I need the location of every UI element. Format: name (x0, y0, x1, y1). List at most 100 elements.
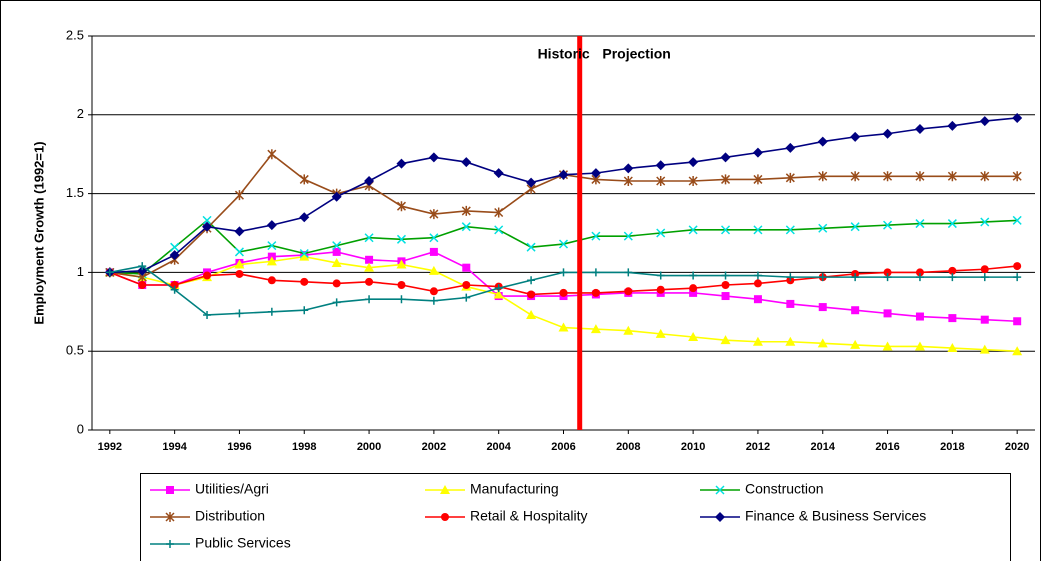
marker (396, 201, 407, 212)
marker (980, 273, 989, 282)
marker (202, 221, 213, 232)
marker (267, 276, 276, 285)
marker (720, 152, 731, 163)
y-tick-label: 1 (77, 264, 84, 279)
marker (591, 231, 601, 241)
marker (980, 217, 990, 227)
x-tick-label: 2010 (681, 441, 705, 453)
legend-label: Public Services (195, 535, 291, 551)
marker (655, 328, 666, 338)
marker (365, 255, 374, 264)
x-tick-label: 2018 (940, 441, 964, 453)
marker (299, 212, 310, 223)
x-tick-label: 2002 (422, 441, 446, 453)
marker (818, 223, 828, 233)
marker (980, 315, 989, 324)
legend-label: Retail & Hospitality (470, 508, 588, 524)
marker (494, 225, 504, 235)
marker (689, 271, 698, 280)
marker (300, 306, 309, 315)
marker (364, 233, 374, 243)
marker (396, 259, 407, 269)
marker (817, 338, 828, 348)
marker (559, 268, 568, 277)
marker (980, 171, 990, 182)
marker (397, 281, 406, 290)
legend-label: Distribution (195, 508, 265, 524)
marker (165, 512, 175, 522)
marker (656, 228, 666, 238)
marker (234, 247, 244, 257)
marker (526, 309, 537, 319)
marker (267, 241, 277, 251)
marker (138, 262, 147, 271)
marker (591, 288, 600, 297)
marker (558, 322, 569, 332)
marker (1012, 215, 1022, 225)
marker (170, 242, 180, 252)
marker (266, 256, 277, 266)
marker (494, 207, 504, 218)
marker (591, 268, 600, 277)
marker (721, 281, 730, 290)
marker (526, 177, 537, 188)
legend-label: Utilities/Agri (195, 481, 269, 497)
x-tick-label: 2004 (486, 441, 511, 453)
x-tick-label: 1996 (227, 441, 251, 453)
marker (440, 485, 450, 494)
marker (234, 190, 244, 201)
marker (267, 149, 277, 160)
marker (203, 271, 212, 280)
marker (396, 234, 407, 244)
marker (365, 277, 374, 286)
marker (429, 287, 438, 296)
x-tick-label: 2020 (1005, 441, 1029, 453)
marker (1013, 273, 1022, 282)
marker (720, 174, 731, 185)
marker (299, 251, 310, 261)
marker (753, 295, 762, 304)
marker (785, 142, 796, 153)
y-axis-label: Employment Growth (1992=1) (31, 141, 46, 324)
marker (851, 273, 860, 282)
legend-label: Finance & Business Services (745, 508, 926, 524)
marker (266, 220, 277, 231)
marker (689, 288, 698, 297)
marker (590, 168, 601, 179)
marker (720, 225, 731, 235)
marker (850, 131, 861, 142)
y-tick-label: 2 (77, 106, 84, 121)
marker (979, 116, 990, 127)
marker (883, 171, 893, 182)
marker (785, 225, 795, 235)
marker (915, 273, 924, 282)
y-tick-label: 2.5 (66, 27, 84, 42)
marker (915, 219, 925, 229)
marker (850, 171, 860, 182)
marker (914, 123, 925, 134)
annotation: Historic (538, 46, 590, 62)
marker (715, 485, 725, 495)
marker (461, 222, 471, 232)
marker (105, 268, 114, 277)
marker (721, 271, 730, 280)
marker (979, 344, 990, 354)
x-tick-label: 2008 (616, 441, 640, 453)
marker (753, 279, 762, 288)
marker (948, 273, 957, 282)
marker (493, 168, 504, 179)
marker (623, 231, 633, 241)
marker (883, 273, 892, 282)
marker (1013, 262, 1022, 271)
marker (947, 343, 958, 353)
marker (623, 325, 634, 335)
marker (428, 152, 439, 163)
marker (1012, 171, 1022, 182)
marker (299, 174, 309, 185)
marker (441, 513, 449, 521)
y-tick-label: 0.5 (66, 343, 84, 358)
marker (493, 289, 504, 299)
marker (688, 175, 698, 186)
marker (331, 191, 342, 202)
x-tick-label: 1994 (162, 441, 187, 453)
